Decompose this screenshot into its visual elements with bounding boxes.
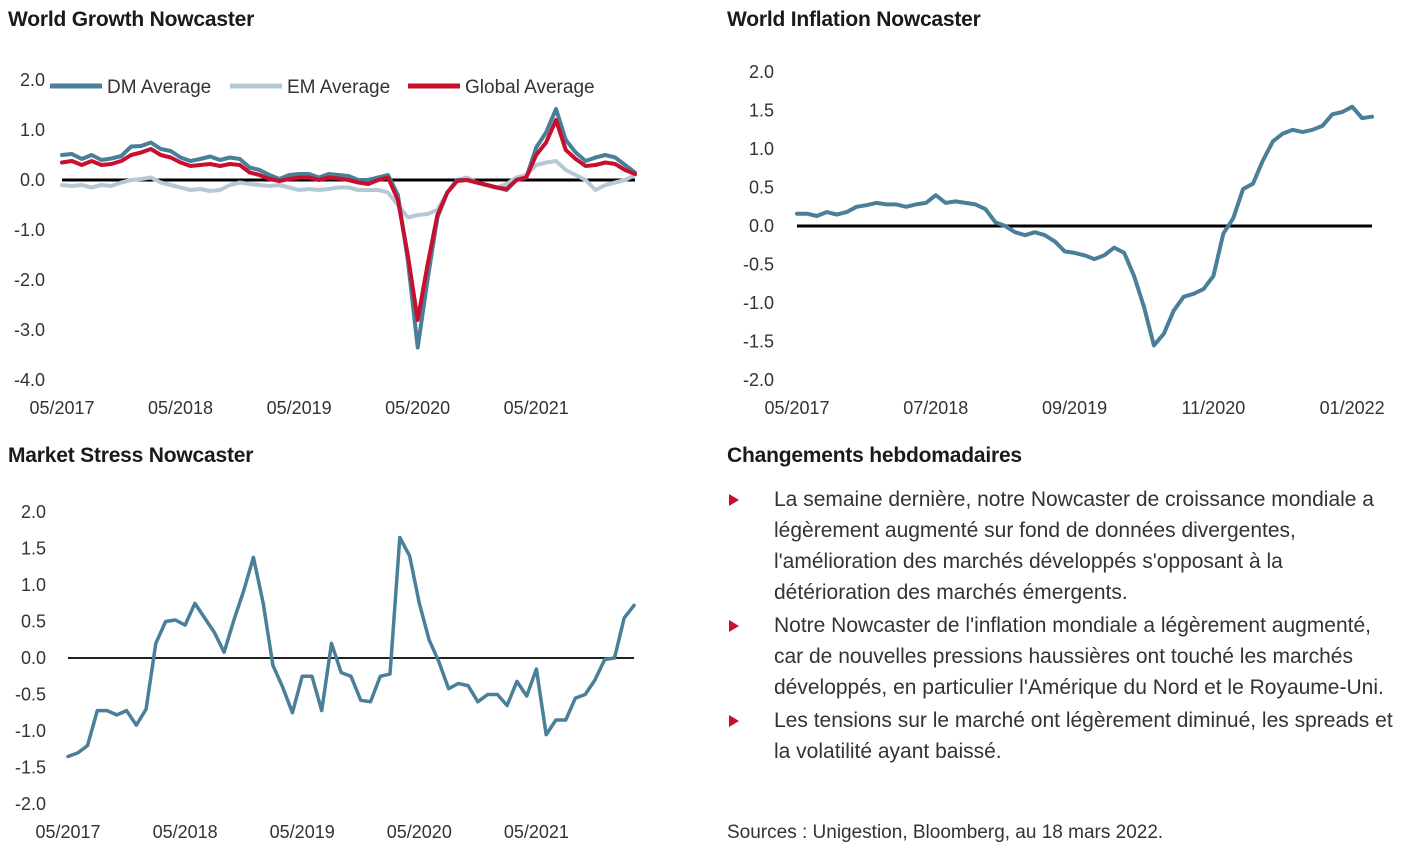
x-tick-label: 05/2017: [29, 398, 94, 418]
x-tick-label: 05/2021: [504, 398, 569, 418]
x-tick-label: 01/2022: [1320, 398, 1385, 418]
x-tick-label: 05/2018: [148, 398, 213, 418]
y-tick-label: -1.0: [743, 293, 774, 313]
em-average-series-line: [60, 159, 637, 220]
y-tick-label: -0.5: [743, 255, 774, 275]
y-tick-label: -2.0: [743, 370, 774, 390]
y-tick-label: 1.0: [21, 575, 46, 595]
bullet-triangle-icon: [729, 620, 739, 632]
note-text: La semaine dernière, notre Nowcaster de …: [774, 488, 1374, 604]
inflation-series-line: [795, 104, 1374, 348]
y-tick-label: -3.0: [14, 320, 45, 340]
note-growth: La semaine dernière, notre Nowcaster de …: [727, 484, 1399, 608]
y-tick-label: 1.0: [20, 120, 45, 140]
x-tick-label: 07/2018: [903, 398, 968, 418]
dm-average-series-line: [60, 107, 637, 350]
y-tick-label: 0.0: [20, 170, 45, 190]
stress-chart-title: Market Stress Nowcaster: [8, 444, 254, 467]
inflation-chart-title: World Inflation Nowcaster: [727, 8, 981, 31]
y-tick-label: 1.5: [749, 101, 774, 121]
notes-title: Changements hebdomadaires: [727, 444, 1022, 467]
y-tick-label: 1.0: [749, 139, 774, 159]
y-tick-label: -2.0: [15, 794, 46, 814]
growth-chart-title: World Growth Nowcaster: [8, 8, 255, 31]
weekly-changes-list: La semaine dernière, notre Nowcaster de …: [727, 484, 1399, 769]
bullet-triangle-icon: [729, 715, 739, 727]
y-tick-label: 0.0: [21, 648, 46, 668]
y-tick-label: -1.5: [15, 758, 46, 778]
sources-note: Sources : Unigestion, Bloomberg, au 18 m…: [727, 822, 1164, 843]
bullet-triangle-icon: [729, 494, 739, 506]
x-tick-label: 09/2019: [1042, 398, 1107, 418]
y-tick-label: 0.5: [21, 612, 46, 632]
stress-series-line: [66, 535, 636, 759]
y-tick-label: 0.0: [749, 216, 774, 236]
note-text: Notre Nowcaster de l'inflation mondiale …: [774, 614, 1384, 699]
y-tick-label: -1.5: [743, 332, 774, 352]
x-tick-label: 05/2017: [35, 822, 100, 842]
y-tick-label: -1.0: [15, 721, 46, 741]
y-tick-label: -2.0: [14, 270, 45, 290]
x-tick-label: 05/2017: [764, 398, 829, 418]
x-tick-label: 11/2020: [1182, 398, 1246, 418]
y-tick-label: 2.0: [749, 62, 774, 82]
x-tick-label: 05/2021: [504, 822, 569, 842]
note-inflation: Notre Nowcaster de l'inflation mondiale …: [727, 610, 1399, 703]
y-tick-label: 1.5: [21, 539, 46, 559]
y-tick-label: 2.0: [21, 502, 46, 522]
note-stress: Les tensions sur le marché ont légèremen…: [727, 705, 1399, 767]
y-tick-label: -1.0: [14, 220, 45, 240]
x-tick-label: 05/2019: [267, 398, 332, 418]
legend-label: Global Average: [465, 77, 595, 98]
global-average-series-line: [60, 118, 637, 322]
legend-label: EM Average: [287, 77, 390, 98]
x-tick-label: 05/2019: [270, 822, 335, 842]
y-tick-label: 2.0: [20, 70, 45, 90]
y-tick-label: -4.0: [14, 370, 45, 390]
x-tick-label: 05/2020: [385, 398, 450, 418]
y-tick-label: -0.5: [15, 685, 46, 705]
x-tick-label: 05/2018: [153, 822, 218, 842]
y-tick-label: 0.5: [749, 178, 774, 198]
legend-label: DM Average: [107, 77, 211, 98]
note-text: Les tensions sur le marché ont légèremen…: [774, 709, 1393, 763]
x-tick-label: 05/2020: [387, 822, 452, 842]
